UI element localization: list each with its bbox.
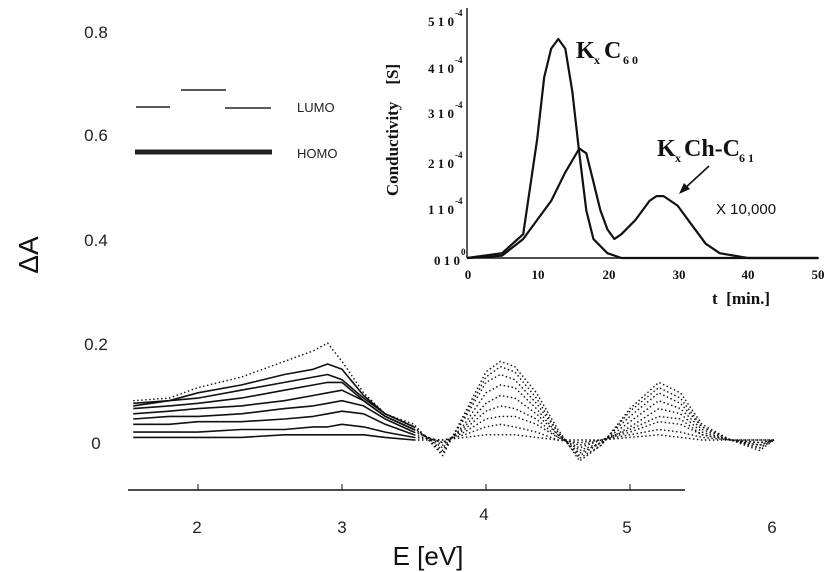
spectrum-series-line [413,423,774,444]
series-label-sub: 6 1 [739,151,754,165]
inset-x-axis-title: t [min.] [712,289,770,308]
inset-series-layer [466,37,818,260]
main-x-axis-title: E [eV] [393,541,464,571]
inset-y-tick-base: 1 1 0 [428,202,454,217]
inset-y-tick-base: 5 1 0 [428,14,454,29]
series-label-mid: C [604,38,621,64]
spectrum-series-line [133,423,415,439]
inset-y-tick-label: 2 1 0 -4 [428,150,463,171]
inset-chart: 0 1 0 0 1 1 0 -4 2 1 0 -4 3 1 0 -4 4 1 0… [383,8,825,308]
spectrum-series-line [413,405,775,449]
inset-y-tick-exponent: -4 [455,150,463,160]
spectrum-series-line [133,434,415,441]
inset-y-tick-exponent: -4 [455,100,463,110]
inset-y-tick-base: 2 1 0 [428,156,454,171]
inset-y-tick-label: 4 1 0 -4 [428,55,463,76]
spectrum-series-line [133,363,415,428]
y-tick-label: 0.2 [84,335,108,354]
inset-y-tick-label: 1 1 0 -4 [428,196,463,217]
inset-x-tick-labels: 0 10 20 30 40 50 [465,267,825,282]
spectrum-series-line [413,365,775,459]
inset-x-tick-label: 0 [465,267,472,282]
scale-annotation: X 10,000 [716,201,776,218]
spectrum-series-line [133,373,415,428]
x-tick-label: 6 [767,518,776,537]
spectrum-series-line [133,389,415,431]
homo-label: HOMO [297,146,337,161]
arrow-shaft [682,165,710,191]
inset-x-tick-label: 10 [532,267,545,282]
arrow-head [679,183,690,194]
spectrum-series-line [133,399,415,433]
inset-x-tick-label: 40 [742,267,755,282]
inset-y-tick-label: 3 1 0 -4 [428,100,463,121]
series-arrow [679,165,710,194]
y-tick-label: 0.6 [84,126,108,145]
y-tick-label: 0.8 [84,23,108,42]
series-label-base: K [576,38,595,64]
series-label-base: K [657,136,676,162]
series-label-sub: 6 0 [623,53,638,67]
spectrum-series-line [413,373,775,457]
main-y-tick-labels: 0 0.2 0.4 0.6 0.8 [84,23,108,453]
spectrum-series-line [413,384,775,454]
inset-y-tick-label: 0 1 0 0 [434,247,466,268]
inset-y-tick-exponent: -4 [455,8,463,18]
x-tick-label: 5 [622,518,631,537]
energy-level-diagram: LUMO HOMO [135,89,337,161]
main-x-tick-labels: 2 3 4 5 6 [192,505,776,537]
inset-y-tick-exponent: -4 [455,55,463,65]
series-label-kxc60: K x C 6 0 [576,38,638,67]
conductivity-series-line [466,37,818,260]
main-series-layer [133,342,775,462]
inset-y-tick-exponent: -4 [455,196,463,206]
inset-x-tick-label: 50 [812,267,825,282]
inset-y-axis-title: Conductivity [S] [383,64,402,196]
main-y-axis-title: ΔA [13,236,44,274]
spectrum-series-line [414,434,774,441]
series-label-sub: x [675,151,681,165]
spectrum-series-line [413,394,775,452]
inset-y-tick-base: 3 1 0 [428,106,454,121]
series-label-mid: Ch-C [684,136,740,162]
main-x-tick-marks [197,484,631,490]
x-tick-label: 2 [192,518,201,537]
series-label-kxchc61: K x Ch-C 6 1 [657,136,754,165]
y-tick-label: 0 [91,434,100,453]
inset-y-tick-labels: 0 1 0 0 1 1 0 -4 2 1 0 -4 3 1 0 -4 4 1 0… [428,8,466,268]
x-tick-label: 3 [337,518,346,537]
inset-x-tick-label: 30 [673,267,686,282]
inset-y-tick-label: 5 1 0 -4 [428,8,463,29]
inset-y-tick-exponent: 0 [461,247,466,257]
lumo-label: LUMO [297,100,335,115]
y-tick-label: 0.4 [84,231,108,250]
series-label-sub: x [594,53,600,67]
spectrum-series-line [133,410,415,436]
inset-x-tick-label: 20 [603,267,616,282]
conductivity-series-line [466,147,818,260]
inset-y-tick-base: 0 1 0 [434,253,460,268]
main-chart: 2 3 4 5 6 0 0.2 0.4 0.6 0.8 E [eV] ΔA LU… [13,23,777,571]
x-tick-label: 4 [479,505,488,524]
inset-y-tick-base: 4 1 0 [428,61,454,76]
